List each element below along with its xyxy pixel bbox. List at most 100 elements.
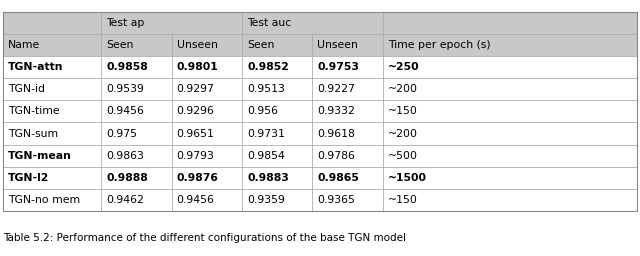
Bar <box>383 12 637 34</box>
Text: ~1500: ~1500 <box>388 173 427 183</box>
Text: ~200: ~200 <box>388 129 418 138</box>
Text: 0.9618: 0.9618 <box>317 129 355 138</box>
Bar <box>383 100 637 122</box>
Bar <box>3 145 101 167</box>
Bar <box>3 189 101 211</box>
Text: 0.9456: 0.9456 <box>177 195 214 205</box>
Text: Seen: Seen <box>106 40 134 50</box>
Bar <box>101 122 172 145</box>
Bar <box>242 56 312 78</box>
Bar <box>3 12 637 211</box>
Text: Table 5.2: Performance of the different configurations of the base TGN model: Table 5.2: Performance of the different … <box>3 233 406 243</box>
Bar <box>312 34 383 56</box>
Text: 0.9539: 0.9539 <box>106 84 144 94</box>
Text: 0.9883: 0.9883 <box>247 173 289 183</box>
Bar <box>383 189 637 211</box>
Text: TGN-attn: TGN-attn <box>8 62 64 72</box>
Bar <box>242 34 312 56</box>
Bar <box>3 34 101 56</box>
Text: 0.9854: 0.9854 <box>247 151 285 161</box>
Bar <box>242 167 312 189</box>
Bar <box>3 167 101 189</box>
Bar <box>101 34 172 56</box>
Text: 0.9863: 0.9863 <box>106 151 144 161</box>
Text: 0.9793: 0.9793 <box>177 151 214 161</box>
Text: TGN-time: TGN-time <box>8 106 60 116</box>
Bar <box>383 167 637 189</box>
Text: 0.9731: 0.9731 <box>247 129 285 138</box>
Bar <box>242 122 312 145</box>
Text: 0.9297: 0.9297 <box>177 84 214 94</box>
Text: ~150: ~150 <box>388 195 418 205</box>
Text: Time per epoch (s): Time per epoch (s) <box>388 40 490 50</box>
Text: 0.9462: 0.9462 <box>106 195 144 205</box>
Bar <box>172 167 242 189</box>
Text: 0.9786: 0.9786 <box>317 151 355 161</box>
Bar <box>383 56 637 78</box>
Text: TGN-id: TGN-id <box>8 84 45 94</box>
Bar <box>172 34 242 56</box>
Text: 0.9296: 0.9296 <box>177 106 214 116</box>
Text: 0.9456: 0.9456 <box>106 106 144 116</box>
Bar <box>383 145 637 167</box>
Text: Unseen: Unseen <box>317 40 358 50</box>
Bar <box>172 145 242 167</box>
Bar <box>312 145 383 167</box>
Text: Seen: Seen <box>247 40 275 50</box>
Text: 0.9865: 0.9865 <box>317 173 359 183</box>
Bar <box>242 189 312 211</box>
Text: 0.9753: 0.9753 <box>317 62 360 72</box>
Bar <box>312 189 383 211</box>
Text: 0.9888: 0.9888 <box>106 173 148 183</box>
Text: 0.956: 0.956 <box>247 106 278 116</box>
Text: ~200: ~200 <box>388 84 418 94</box>
Bar <box>312 56 383 78</box>
Text: 0.9852: 0.9852 <box>247 62 289 72</box>
Text: 0.9801: 0.9801 <box>177 62 218 72</box>
Bar <box>172 56 242 78</box>
Text: 0.9651: 0.9651 <box>177 129 214 138</box>
Bar <box>3 100 101 122</box>
Bar <box>101 167 172 189</box>
Bar <box>101 12 242 34</box>
Text: TGN-sum: TGN-sum <box>8 129 58 138</box>
Text: Test ap: Test ap <box>106 18 145 28</box>
Text: 0.975: 0.975 <box>106 129 137 138</box>
Text: TGN-l2: TGN-l2 <box>8 173 50 183</box>
Bar <box>312 167 383 189</box>
Bar <box>172 100 242 122</box>
Bar <box>101 78 172 100</box>
Bar <box>312 100 383 122</box>
Bar <box>242 78 312 100</box>
Bar <box>172 189 242 211</box>
Bar <box>172 122 242 145</box>
Bar <box>3 56 101 78</box>
Bar <box>383 34 637 56</box>
Text: 0.9876: 0.9876 <box>177 173 219 183</box>
Bar <box>3 12 101 34</box>
Bar <box>242 145 312 167</box>
Text: Unseen: Unseen <box>177 40 218 50</box>
Bar <box>242 100 312 122</box>
Text: TGN-no mem: TGN-no mem <box>8 195 81 205</box>
Bar <box>312 78 383 100</box>
Bar <box>242 12 383 34</box>
Bar <box>101 189 172 211</box>
Bar <box>101 100 172 122</box>
Text: 0.9227: 0.9227 <box>317 84 355 94</box>
Text: ~500: ~500 <box>388 151 418 161</box>
Bar <box>3 122 101 145</box>
Bar <box>383 78 637 100</box>
Bar <box>312 122 383 145</box>
Text: Name: Name <box>8 40 40 50</box>
Text: TGN-mean: TGN-mean <box>8 151 72 161</box>
Bar <box>101 145 172 167</box>
Text: ~150: ~150 <box>388 106 418 116</box>
Text: 0.9858: 0.9858 <box>106 62 148 72</box>
Text: 0.9359: 0.9359 <box>247 195 285 205</box>
Text: 0.9365: 0.9365 <box>317 195 355 205</box>
Text: Test auc: Test auc <box>247 18 291 28</box>
Text: 0.9513: 0.9513 <box>247 84 285 94</box>
Text: 0.9332: 0.9332 <box>317 106 355 116</box>
Bar <box>383 122 637 145</box>
